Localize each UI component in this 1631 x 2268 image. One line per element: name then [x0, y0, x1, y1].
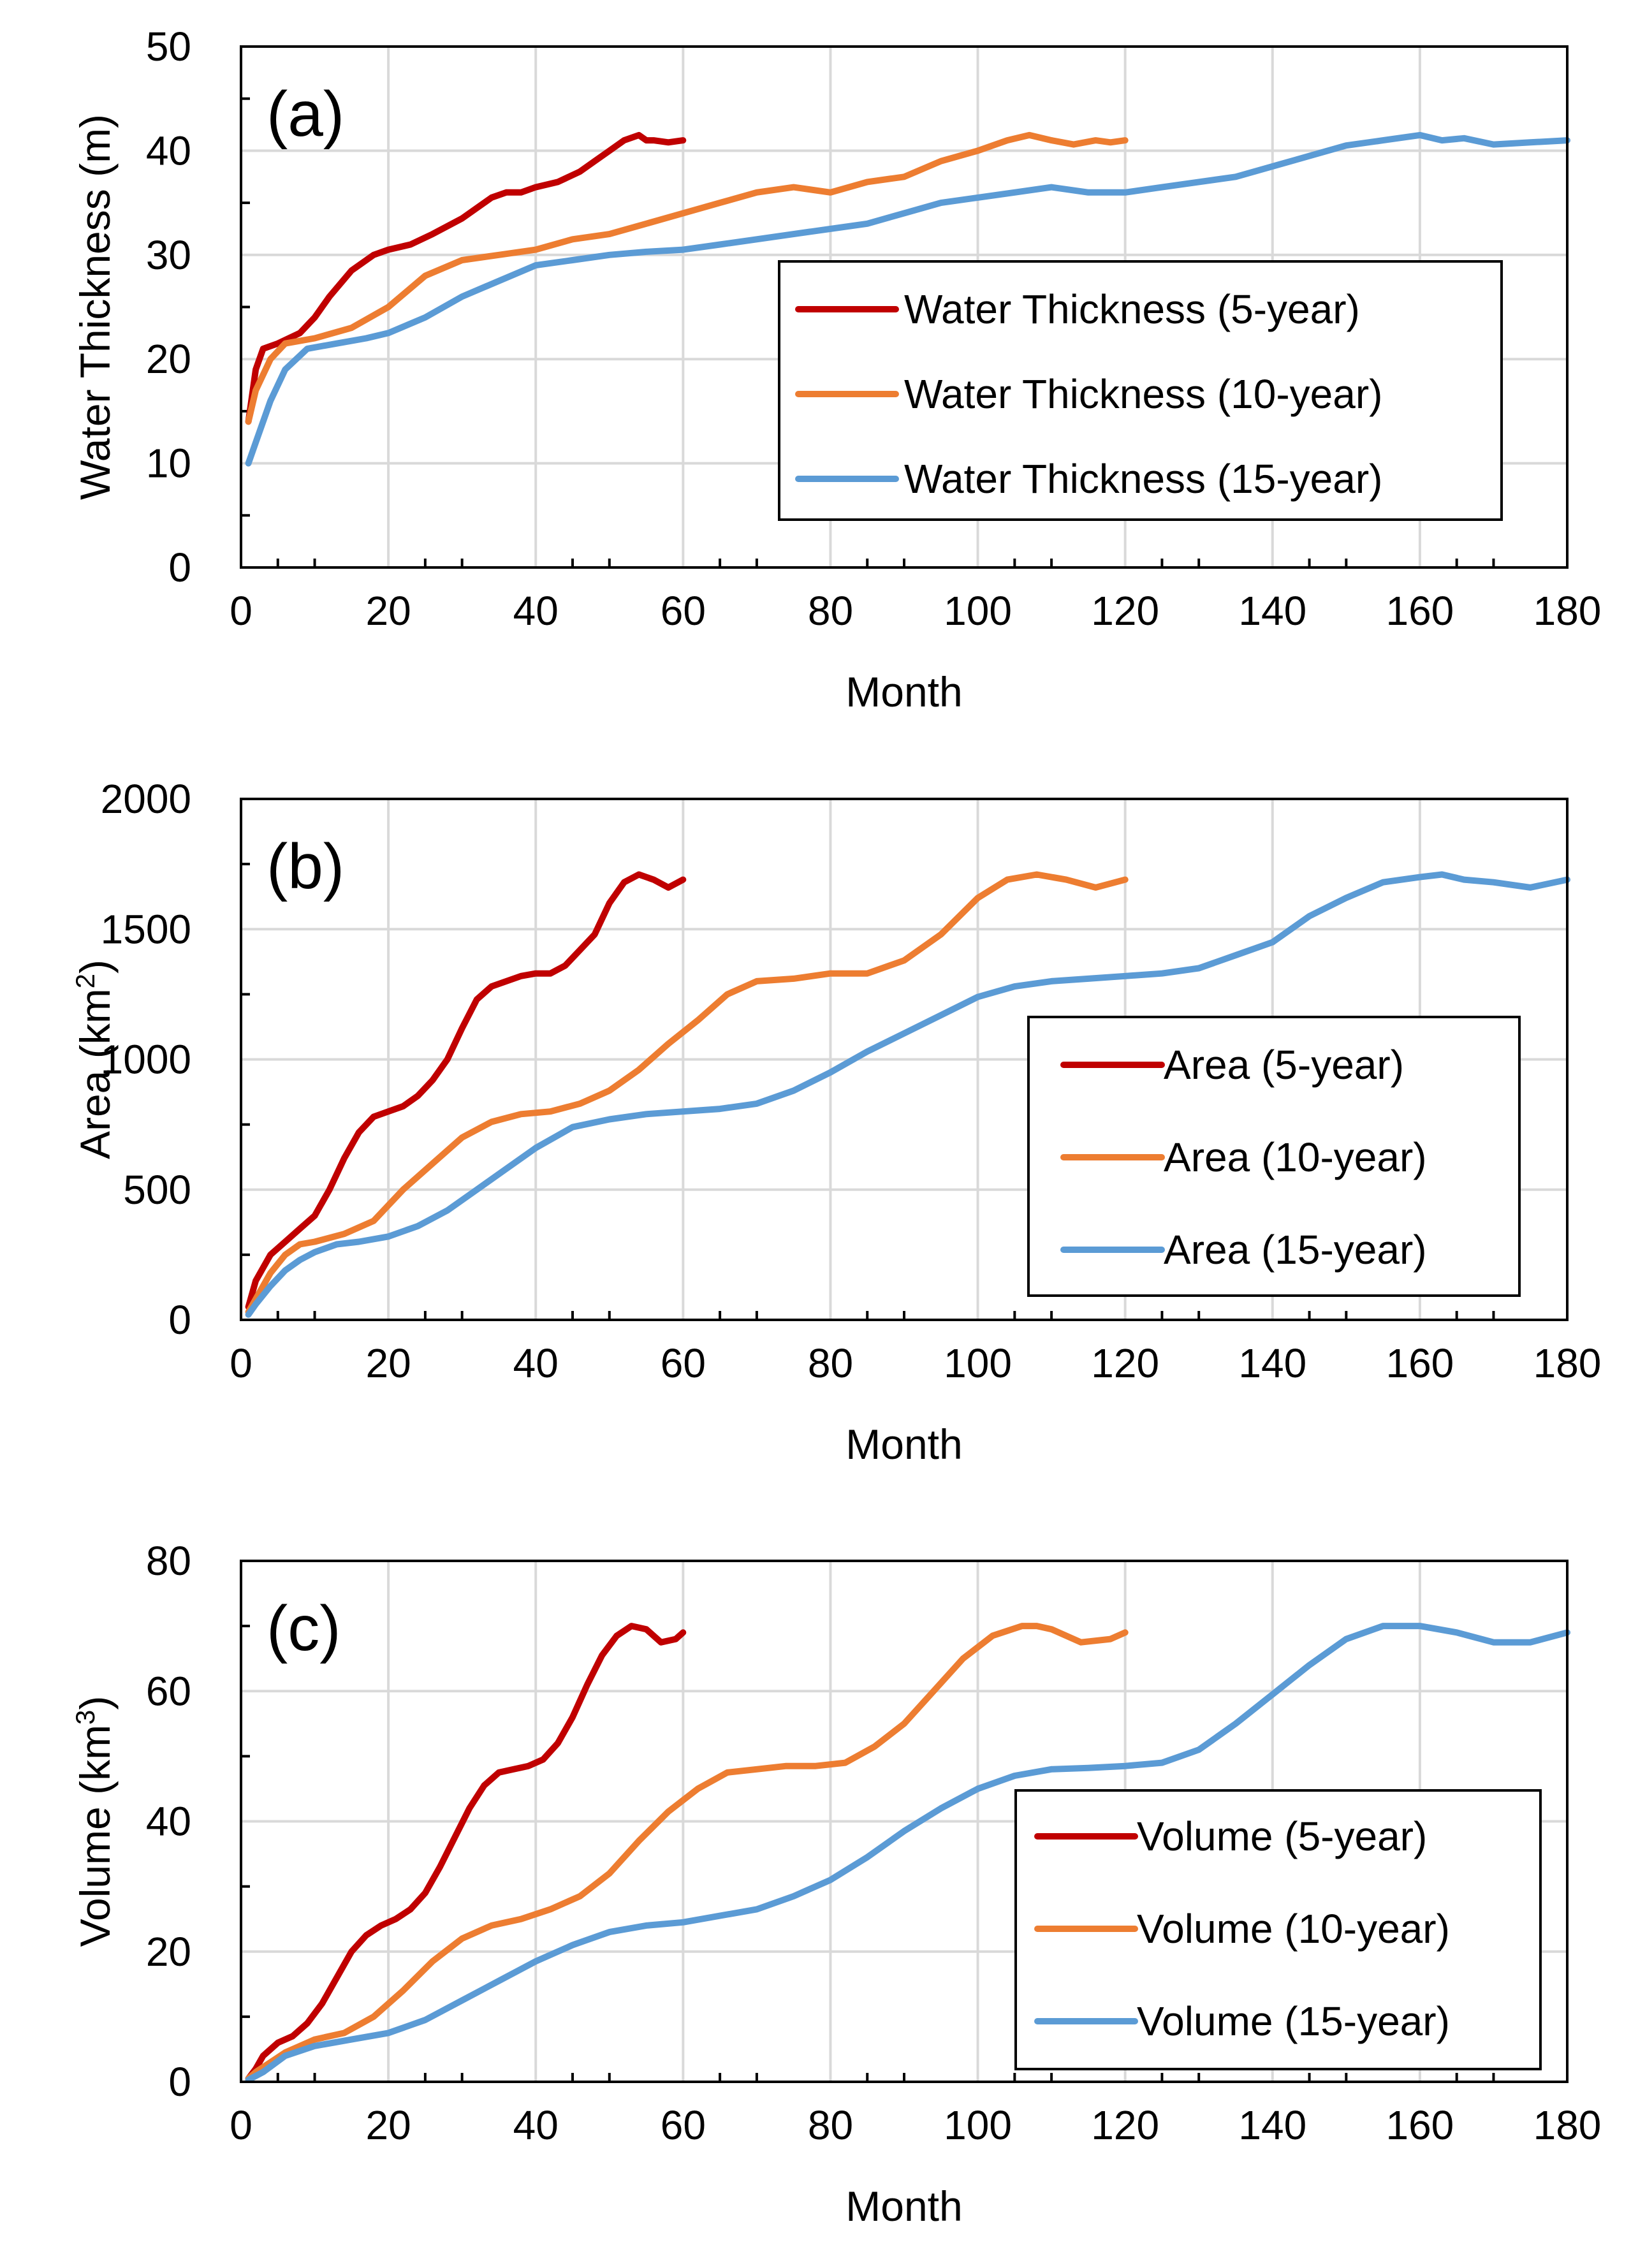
x-tick-label: 100	[944, 1340, 1012, 1386]
x-tick-label: 0	[230, 588, 252, 634]
x-tick-label: 180	[1533, 1340, 1602, 1386]
series-line-1	[245, 871, 687, 1310]
x-tick-label: 20	[366, 2102, 411, 2148]
x-tick-label: 80	[808, 2102, 853, 2148]
plot-frame	[240, 1560, 1569, 2083]
x-tick-label: 80	[808, 1340, 853, 1386]
y-tick-label: 0	[168, 545, 191, 590]
x-tick-label: 120	[1091, 588, 1159, 634]
legend-label: Area (10-year)	[1164, 1134, 1427, 1180]
panel-a: 0 20 40 60 80 100 120 140 160 180 0 10 20 30 40 50 Month…	[71, 24, 1601, 715]
y-tick-label: 40	[146, 128, 191, 173]
plot-frame	[240, 45, 1569, 569]
y-tick-label: 10	[146, 441, 191, 487]
legend-label: Area (15-year)	[1164, 1227, 1427, 1273]
x-tick-label: 180	[1533, 588, 1602, 634]
series-line-3	[245, 131, 1570, 467]
y-tick-label: 0	[168, 2059, 191, 2105]
y-tick-label: 1000	[101, 1037, 191, 1083]
series-line-1	[245, 1623, 687, 2082]
legend-label: Volume (10-year)	[1137, 1906, 1450, 1952]
y-tick-label: 20	[146, 1929, 191, 1975]
legend-label: Volume (5-year)	[1137, 1813, 1427, 1859]
x-tick-label: 120	[1091, 1340, 1159, 1386]
y-tick-label: 0	[168, 1297, 191, 1343]
x-tick-label: 20	[366, 1340, 411, 1386]
x-tick-label: 60	[661, 588, 706, 634]
y-tick-label: 80	[146, 1538, 191, 1584]
panel-c: 0 20 40 60 80 100 120 140 160 180 0 20 40 60 80 Month Vo…	[70, 1538, 1601, 2230]
legend: Area (5-year) Area (10-year) Area (15-year…	[1027, 1016, 1521, 1297]
x-tick-label: 40	[513, 2102, 559, 2148]
legend-label: Volume (15-year)	[1137, 1998, 1450, 2044]
x-tick-label: 100	[944, 2102, 1012, 2148]
series-line-2	[245, 131, 1129, 425]
x-axis-title: Month	[845, 668, 962, 715]
x-tick-label: 20	[366, 588, 411, 634]
y-tick-label: 50	[146, 24, 191, 70]
series-line-3	[245, 1623, 1570, 2083]
panel-b: 0 20 40 60 80 100 120 140 160 180 0 500 1000 1500 2000…	[70, 776, 1601, 1468]
legend: Volume (5-year) Volume (10-year) Volume (1…	[1014, 1789, 1542, 2070]
x-tick-label: 40	[513, 588, 559, 634]
x-tick-label: 140	[1238, 588, 1306, 634]
y-tick-label: 40	[146, 1799, 191, 1845]
y-tick-label: 20	[146, 336, 191, 382]
panel-label: (a)	[267, 78, 344, 150]
series-line-1	[245, 131, 687, 425]
y-tick-label: 500	[123, 1167, 191, 1213]
panel-label: (b)	[267, 831, 344, 902]
y-tick-label: 60	[146, 1668, 191, 1714]
legend: Water Thickness (5-year) Water Thickness …	[778, 260, 1503, 521]
y-axis-title: Water Thickness (m)	[71, 114, 119, 500]
legend-label: Area (5-year)	[1164, 1042, 1404, 1088]
legend-label: Water Thickness (15-year)	[904, 456, 1382, 502]
series-line-3	[245, 871, 1570, 1318]
x-axis-title: Month	[845, 1421, 962, 1468]
series-line-2	[245, 871, 1129, 1315]
x-tick-label: 80	[808, 588, 853, 634]
x-axis-title: Month	[845, 2183, 962, 2230]
plot-frame	[240, 798, 1569, 1321]
y-axis-title: Volume (km3)	[70, 1696, 119, 1947]
x-tick-label: 60	[661, 1340, 706, 1386]
x-tick-label: 180	[1533, 2102, 1602, 2148]
x-tick-label: 0	[230, 1340, 252, 1386]
x-tick-label: 160	[1386, 588, 1454, 634]
x-tick-label: 120	[1091, 2102, 1159, 2148]
series-line-2	[245, 1623, 1129, 2082]
y-tick-label: 2000	[101, 776, 191, 822]
legend-box	[778, 260, 1503, 521]
x-tick-label: 60	[661, 2102, 706, 2148]
y-axis-title: Area (km2)	[70, 960, 119, 1159]
x-tick-label: 40	[513, 1340, 559, 1386]
x-tick-label: 160	[1386, 2102, 1454, 2148]
panel-label: (c)	[267, 1593, 341, 1664]
y-tick-label: 30	[146, 232, 191, 278]
legend-label: Water Thickness (10-year)	[904, 371, 1382, 417]
y-tick-label: 1500	[101, 906, 191, 952]
x-tick-label: 0	[230, 2102, 252, 2148]
x-tick-label: 140	[1238, 2102, 1306, 2148]
legend-label: Water Thickness (5-year)	[904, 286, 1360, 332]
x-tick-label: 160	[1386, 1340, 1454, 1386]
x-tick-label: 140	[1238, 1340, 1306, 1386]
x-tick-label: 100	[944, 588, 1012, 634]
